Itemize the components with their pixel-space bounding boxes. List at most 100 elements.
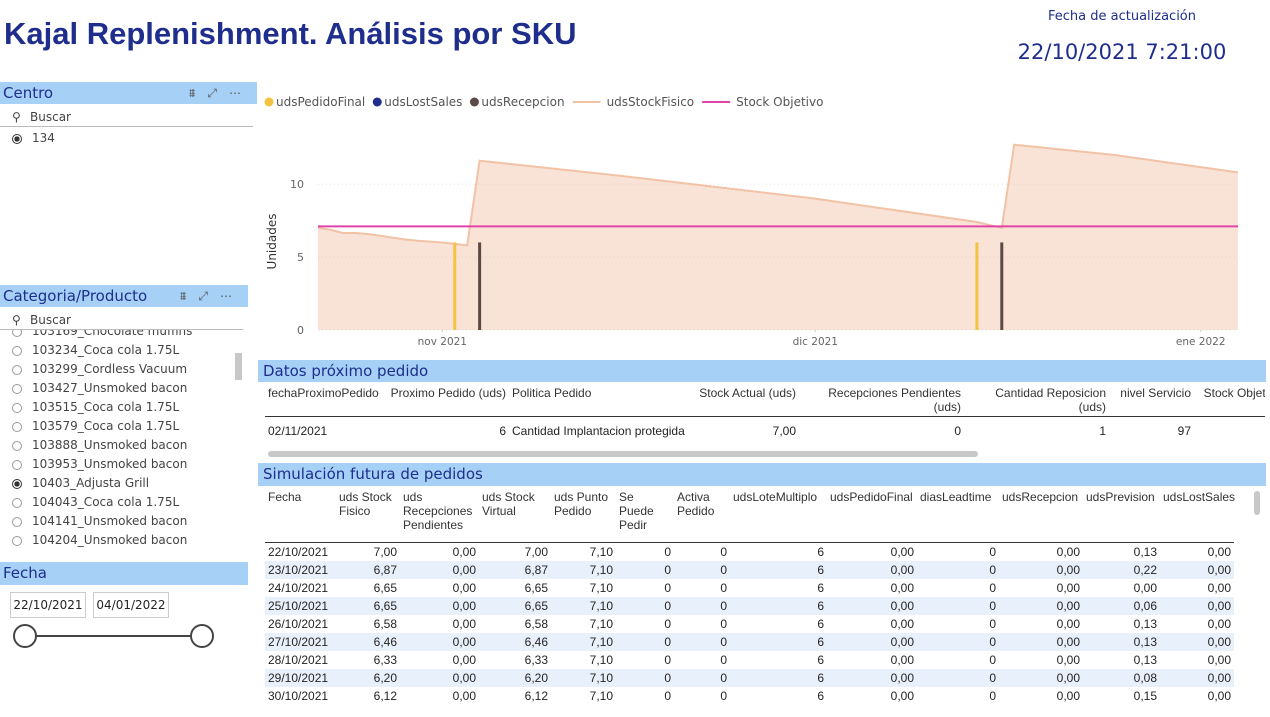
- table-cell: 0,00: [1133, 581, 1157, 595]
- table-cell: 7,10: [589, 545, 613, 559]
- legend-label: Stock Objetivo: [736, 95, 823, 109]
- search-text: Buscar: [30, 110, 71, 124]
- table-cell: 0,00: [1056, 581, 1080, 595]
- table-cell: 6: [817, 689, 824, 703]
- table-cell: 0,13: [1133, 545, 1157, 559]
- centro-search[interactable]: ⚲ Buscar: [0, 108, 253, 127]
- scrollbar[interactable]: [235, 353, 242, 380]
- table-cell: 0: [989, 653, 996, 667]
- slicer-item[interactable]: 10403_Adjusta Grill: [0, 474, 230, 493]
- slicer-item[interactable]: 103515_Coca cola 1.75L: [0, 398, 230, 417]
- simulation-title: Simulación futura de pedidos: [263, 465, 483, 483]
- centro-title: Centro: [3, 84, 54, 102]
- scrollbar[interactable]: [1254, 491, 1260, 515]
- table-cell: 6,33: [373, 653, 397, 667]
- table-cell: 6: [817, 653, 824, 667]
- slider-handle[interactable]: [13, 624, 37, 648]
- slicer-item[interactable]: 103579_Coca cola 1.75L: [0, 417, 230, 436]
- table-cell: 0,00: [1056, 599, 1080, 613]
- date-from[interactable]: 22/10/2021: [10, 592, 86, 618]
- table-cell: 6,65: [373, 599, 397, 613]
- table-cell: 0,00: [1056, 671, 1080, 685]
- scrollbar[interactable]: [268, 451, 978, 457]
- table-cell: 0,00: [452, 671, 476, 685]
- table-cell: 0,00: [1056, 689, 1080, 703]
- categoria-search[interactable]: ⚲ Buscar: [0, 311, 243, 330]
- table-cell: 0,00: [452, 653, 476, 667]
- table-cell: 0: [720, 563, 727, 577]
- table-cell: 30/10/2021: [268, 689, 329, 703]
- table-cell: 0,00: [890, 671, 914, 685]
- table-cell: 0,00: [452, 563, 476, 577]
- y-axis-label: Unidades: [265, 214, 279, 270]
- table-cell: 23/10/2021: [268, 563, 329, 577]
- table-cell: 02/11/2021: [268, 424, 328, 438]
- slicer-item[interactable]: 103234_Coca cola 1.75L: [0, 341, 230, 360]
- table-head: fechaProximoPedido Proximo Pedido (uds) Po…: [265, 384, 1265, 417]
- simulation-box: Fecha uds Stock Fisico uds Recepciones Pen…: [265, 488, 1240, 717]
- table-cell: 0,00: [1056, 545, 1080, 559]
- column-header: uds Punto Pedido: [551, 488, 616, 543]
- slicer-item[interactable]: 104204_Unsmoked bacon: [0, 531, 230, 550]
- table-cell: 0,00: [452, 581, 476, 595]
- table-cell: 22/10/2021: [268, 545, 329, 559]
- table-cell: 0,22: [1133, 563, 1157, 577]
- slicer-item[interactable]: 103427_Unsmoked bacon: [0, 379, 230, 398]
- table-cell: 24/10/2021: [268, 581, 329, 595]
- table-cell: 97: [1177, 424, 1191, 438]
- column-header: fechaProximoPedido: [265, 384, 385, 417]
- categoria-header: Categoria/Producto ⩩⤢⋯: [0, 285, 248, 307]
- table-body: 02/11/2021 6 Cantidad Implantacion protegi…: [265, 417, 1265, 446]
- slicer-item[interactable]: 103299_Cordless Vacuum: [0, 360, 230, 379]
- table-row: 25/10/2021 6,65 0,00 6,65 7,10 0 0 6 0,00 0 0,00 0,…: [265, 597, 1234, 615]
- table-cell: 0: [720, 545, 727, 559]
- slicer-item[interactable]: 103888_Unsmoked bacon: [0, 436, 230, 455]
- table-cell: 0: [989, 563, 996, 577]
- table-cell: 0,00: [890, 635, 914, 649]
- visual-icons[interactable]: ⩩⤢⋯: [188, 86, 253, 100]
- legend-marker: [469, 97, 479, 107]
- table-cell: 6,20: [373, 671, 397, 685]
- table-cell: 0: [720, 653, 727, 667]
- table-cell: 0: [720, 581, 727, 595]
- table-row: 28/10/2021 6,33 0,00 6,33 7,10 0 0 6 0,00 0 0,00 0,…: [265, 651, 1234, 669]
- table-cell: 0,00: [890, 617, 914, 631]
- table-cell: 25/10/2021: [268, 599, 329, 613]
- search-icon: ⚲: [12, 313, 21, 327]
- date-slider[interactable]: [0, 620, 240, 652]
- table-cell: 0,00: [890, 545, 914, 559]
- slicer-item[interactable]: 134: [0, 129, 250, 148]
- slicer-item[interactable]: 104141_Unsmoked bacon: [0, 512, 230, 531]
- table-cell: 0: [720, 689, 727, 703]
- table-cell: 0,00: [452, 545, 476, 559]
- table-cell: 0,08: [1133, 671, 1157, 685]
- table-cell: 0,00: [1056, 617, 1080, 631]
- table-cell: 0: [664, 545, 671, 559]
- table-cell: 6: [817, 545, 824, 559]
- table-row: 26/10/2021 6,58 0,00 6,58 7,10 0 0 6 0,00 0 0,00 0,…: [265, 615, 1234, 633]
- categoria-title: Categoria/Producto: [3, 287, 148, 305]
- table-row: 22/10/2021 7,00 0,00 7,00 7,10 0 0 6 0,00 0 0,00 0,…: [265, 543, 1234, 562]
- slicer-item[interactable]: 103953_Unsmoked bacon: [0, 455, 230, 474]
- date-to[interactable]: 04/01/2022: [93, 592, 169, 618]
- slicer-item[interactable]: 104043_Coca cola 1.75L: [0, 493, 230, 512]
- slider-handle[interactable]: [190, 624, 214, 648]
- table-cell: 7,10: [589, 581, 613, 595]
- visual-icons[interactable]: ⩩⤢⋯: [179, 289, 244, 303]
- table-row: 23/10/2021 6,87 0,00 6,87 7,10 0 0 6 0,00 0 0,00 0,…: [265, 561, 1234, 579]
- table-cell: 0,00: [890, 581, 914, 595]
- column-header: Activa Pedido: [674, 488, 730, 543]
- column-header: udsPedidoFinal: [827, 488, 917, 543]
- table-cell: 6: [817, 635, 824, 649]
- table-cell: 28/10/2021: [268, 653, 329, 667]
- table-cell: 0: [989, 581, 996, 595]
- column-header: Politica Pedido: [509, 384, 694, 417]
- table-cell: 0,13: [1133, 617, 1157, 631]
- update-value: 22/10/2021 7:21:00: [1017, 40, 1227, 64]
- table-cell: 0: [720, 671, 727, 685]
- update-label: Fecha de actualización: [1047, 9, 1196, 24]
- table-cell: 7,10: [589, 653, 613, 667]
- table-cell: 6,65: [524, 599, 548, 613]
- table-cell: 0: [664, 671, 671, 685]
- table-cell: 0,00: [1056, 635, 1080, 649]
